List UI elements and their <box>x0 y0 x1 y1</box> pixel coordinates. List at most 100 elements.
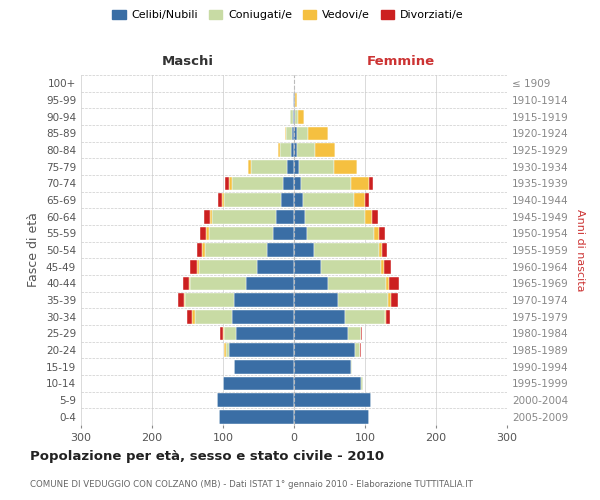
Bar <box>197 243 202 257</box>
Y-axis label: Anni di nascita: Anni di nascita <box>575 208 585 291</box>
Bar <box>193 310 194 324</box>
Bar <box>229 343 294 357</box>
Bar <box>223 376 294 390</box>
Bar <box>338 293 388 307</box>
Bar <box>283 176 294 190</box>
Bar <box>189 276 190 290</box>
Bar <box>294 260 321 274</box>
Bar <box>209 226 272 240</box>
Bar <box>294 360 351 374</box>
Text: Maschi: Maschi <box>161 56 214 68</box>
Bar <box>226 343 229 357</box>
Bar <box>379 226 385 240</box>
Bar <box>223 326 224 340</box>
Bar <box>224 193 281 207</box>
Bar <box>280 143 291 157</box>
Bar <box>291 143 294 157</box>
Bar <box>229 176 232 190</box>
Bar <box>183 276 189 290</box>
Bar <box>194 310 232 324</box>
Bar <box>285 126 286 140</box>
Bar <box>287 160 294 173</box>
Bar <box>386 276 389 290</box>
Bar <box>328 276 386 290</box>
Bar <box>307 226 374 240</box>
Bar <box>236 326 294 340</box>
Bar <box>200 226 206 240</box>
Bar <box>220 410 294 424</box>
Bar <box>294 126 297 140</box>
Bar <box>220 326 223 340</box>
Bar <box>353 193 365 207</box>
Bar <box>185 293 233 307</box>
Bar <box>360 343 361 357</box>
Bar <box>290 110 293 124</box>
Bar <box>294 276 328 290</box>
Bar <box>294 293 338 307</box>
Bar <box>334 160 357 173</box>
Bar <box>212 210 276 224</box>
Bar <box>361 376 363 390</box>
Bar <box>233 360 294 374</box>
Bar <box>221 193 224 207</box>
Bar <box>204 210 209 224</box>
Bar <box>299 160 334 173</box>
Bar <box>294 226 307 240</box>
Bar <box>298 110 304 124</box>
Bar <box>205 243 267 257</box>
Text: Femmine: Femmine <box>367 56 434 68</box>
Bar <box>199 260 257 274</box>
Bar <box>294 376 361 390</box>
Bar <box>294 160 299 173</box>
Text: Popolazione per età, sesso e stato civile - 2010: Popolazione per età, sesso e stato civil… <box>30 450 384 463</box>
Bar <box>294 110 295 124</box>
Legend: Celibi/Nubili, Coniugati/e, Vedovi/e, Divorziati/e: Celibi/Nubili, Coniugati/e, Vedovi/e, Di… <box>108 6 468 25</box>
Bar <box>190 260 197 274</box>
Bar <box>314 243 379 257</box>
Bar <box>297 126 308 140</box>
Bar <box>365 210 372 224</box>
Bar <box>206 226 209 240</box>
Bar <box>294 243 314 257</box>
Bar <box>294 326 348 340</box>
Bar <box>379 243 382 257</box>
Bar <box>355 343 360 357</box>
Bar <box>348 326 361 340</box>
Bar <box>385 310 386 324</box>
Bar <box>232 176 283 190</box>
Bar <box>295 93 297 107</box>
Bar <box>276 210 294 224</box>
Bar <box>297 143 316 157</box>
Bar <box>267 243 294 257</box>
Bar <box>294 193 302 207</box>
Bar <box>197 260 199 274</box>
Bar <box>225 176 229 190</box>
Bar <box>365 193 368 207</box>
Bar <box>232 310 294 324</box>
Bar <box>286 126 292 140</box>
Bar <box>316 143 335 157</box>
Bar <box>294 93 295 107</box>
Bar <box>281 193 294 207</box>
Bar <box>178 293 184 307</box>
Bar <box>209 210 212 224</box>
Bar <box>351 176 369 190</box>
Bar <box>224 343 226 357</box>
Bar <box>248 160 251 173</box>
Bar <box>224 326 236 340</box>
Bar <box>246 276 294 290</box>
Bar <box>278 143 280 157</box>
Bar <box>321 260 382 274</box>
Bar <box>294 310 345 324</box>
Bar <box>382 243 387 257</box>
Bar <box>217 393 294 407</box>
Bar <box>389 276 399 290</box>
Bar <box>190 276 246 290</box>
Bar <box>292 126 294 140</box>
Bar <box>293 93 294 107</box>
Bar <box>384 260 391 274</box>
Bar <box>294 143 297 157</box>
Y-axis label: Fasce di età: Fasce di età <box>28 212 40 288</box>
Bar <box>388 293 391 307</box>
Bar <box>372 210 378 224</box>
